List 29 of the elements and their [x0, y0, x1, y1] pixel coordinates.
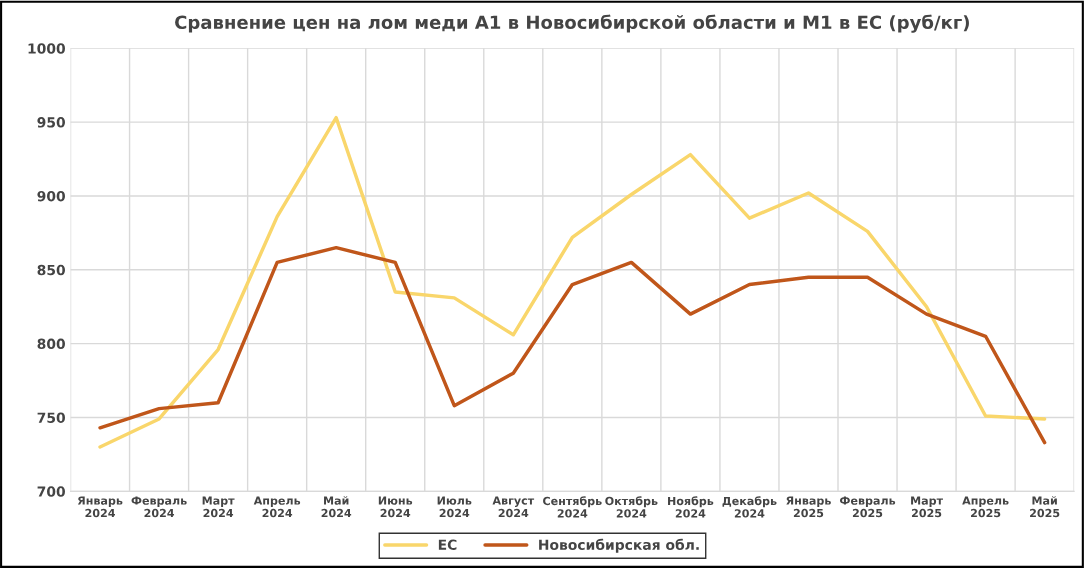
x-tick-label: Апрель 2025 — [962, 496, 1009, 518]
x-tick-label: Январь 2025 — [786, 496, 831, 518]
x-tick-label: Май 2025 — [1030, 496, 1060, 518]
x-tick-label: Август 2024 — [492, 496, 535, 518]
x-tick-label: Май 2024 — [321, 496, 352, 518]
y-tick-label: 900 — [37, 190, 65, 202]
y-tick-label: 700 — [37, 486, 65, 497]
x-tick-label: Декабрь 2024 — [722, 496, 777, 518]
chart-title: Сравнение цен на лом меди А1 в Новосибирской области и М1 в ЕС (руб/кг) — [175, 14, 969, 33]
x-tick-label: Октябрь 2024 — [605, 496, 658, 518]
y-tick-label: 1000 — [28, 43, 65, 54]
x-tick-label: Февраль 2025 — [839, 496, 896, 518]
line-series — [98, 245, 1047, 445]
x-tick-label: Ноябрь 2024 — [668, 496, 714, 518]
y-tick-label: 750 — [37, 412, 65, 423]
x-tick-label: Январь 2024 — [77, 496, 123, 518]
x-tick-label: Март 2025 — [911, 496, 943, 518]
line-series — [98, 115, 1047, 449]
x-tick-label: Март 2024 — [202, 496, 235, 518]
x-tick-label: Сентябрь 2024 — [543, 496, 602, 518]
legend-label: Новосибирская обл. — [539, 538, 699, 553]
x-tick-label: Июль 2024 — [437, 496, 472, 518]
legend-label: ЕС — [438, 539, 457, 550]
x-tick-label: Июнь 2024 — [378, 496, 413, 518]
x-tick-label: Апрель 2024 — [253, 496, 301, 518]
y-tick-label: 800 — [37, 338, 65, 350]
x-tick-label: Февраль 2024 — [131, 496, 187, 518]
y-tick-label: 850 — [37, 264, 65, 276]
y-tick-label: 950 — [37, 117, 65, 128]
